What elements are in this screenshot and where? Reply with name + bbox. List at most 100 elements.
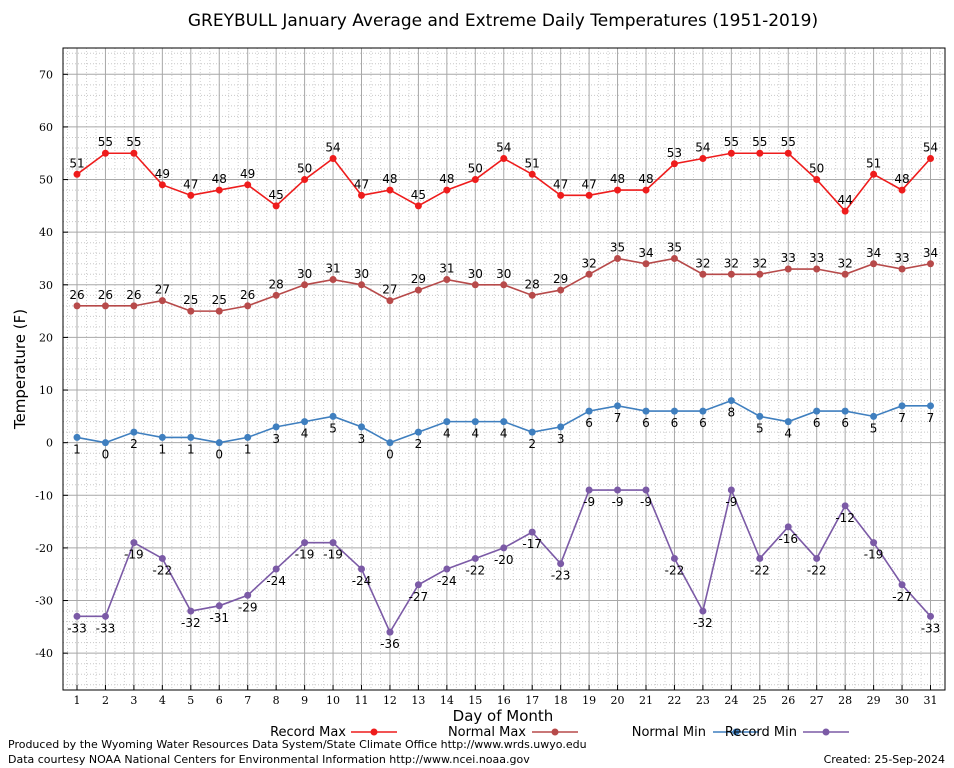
normal-min-point <box>244 433 252 441</box>
normal-min-point <box>813 407 821 415</box>
y-tick-label: 60 <box>39 121 53 134</box>
record-max-point <box>585 191 593 199</box>
record-max-data-label: 55 <box>781 135 796 149</box>
normal-min-data-label: 4 <box>784 427 792 441</box>
record-max-data-label: 55 <box>752 135 767 149</box>
record-max-point <box>443 186 451 194</box>
x-tick-label: 2 <box>102 694 109 707</box>
normal-max-point <box>898 265 906 273</box>
record-min-point <box>528 528 536 536</box>
normal-max-point <box>329 276 337 284</box>
normal-min-data-label: 1 <box>159 442 167 456</box>
record-min-point <box>642 486 650 494</box>
record-min-data-label: -33 <box>921 621 941 635</box>
normal-max-data-label: 26 <box>69 288 84 302</box>
normal-max-point <box>813 265 821 273</box>
normal-min-data-label: 3 <box>557 432 565 446</box>
record-max-data-label: 47 <box>354 177 369 191</box>
record-min-point <box>301 539 309 547</box>
normal-max-data-label: 28 <box>269 277 284 291</box>
record-max-point <box>670 160 678 168</box>
y-tick-label: 50 <box>39 174 53 187</box>
normal-max-data-label: 26 <box>126 288 141 302</box>
record-min-data-label: -23 <box>551 569 571 583</box>
record-max-data-label: 51 <box>525 156 540 170</box>
record-min-point <box>841 502 849 510</box>
record-max-point <box>158 181 166 189</box>
record-max-data-label: 47 <box>553 177 568 191</box>
x-tick-label: 16 <box>497 694 511 707</box>
legend-label-record-min: Record Min <box>725 725 797 740</box>
legend-marker-normal-max <box>551 728 559 736</box>
normal-max-point <box>699 270 707 278</box>
record-min-point <box>158 554 166 562</box>
record-min-point <box>614 486 622 494</box>
record-max-point <box>329 155 337 163</box>
normal-max-point <box>727 270 735 278</box>
x-tick-label: 7 <box>244 694 251 707</box>
record-max-point <box>130 149 138 157</box>
normal-min-point <box>614 402 622 410</box>
y-tick-label: 30 <box>39 279 53 292</box>
normal-min-data-label: 5 <box>329 421 337 435</box>
record-min-point <box>73 612 81 620</box>
record-min-data-label: -31 <box>209 611 229 625</box>
x-tick-label: 17 <box>525 694 539 707</box>
normal-min-data-label: 2 <box>130 437 138 451</box>
record-max-data-label: 48 <box>382 172 397 186</box>
normal-max-point <box>272 291 280 299</box>
x-tick-label: 3 <box>130 694 137 707</box>
record-min-data-label: -22 <box>153 563 173 577</box>
record-min-point <box>329 539 337 547</box>
record-max-data-label: 54 <box>695 141 710 155</box>
record-max-point <box>699 155 707 163</box>
normal-max-point <box>244 302 252 310</box>
record-min-point <box>927 612 934 620</box>
record-min-point <box>215 602 223 610</box>
normal-min-point <box>500 418 508 426</box>
record-min-point <box>386 628 394 636</box>
x-tick-label: 5 <box>187 694 194 707</box>
record-max-data-label: 48 <box>212 172 227 186</box>
x-tick-label: 6 <box>216 694 223 707</box>
normal-max-data-label: 31 <box>325 262 340 276</box>
normal-min-data-label: 3 <box>358 432 366 446</box>
record-max-data-label: 51 <box>69 156 84 170</box>
record-min-data-label: -20 <box>494 553 514 567</box>
normal-min-point <box>301 418 309 426</box>
record-min-data-label: -19 <box>323 548 343 562</box>
record-min-point <box>443 565 451 573</box>
normal-min-data-label: 4 <box>443 427 451 441</box>
x-tick-label: 18 <box>554 694 568 707</box>
normal-min-data-label: 3 <box>272 432 280 446</box>
record-max-data-label: 51 <box>866 156 881 170</box>
footer-credit-2: Data courtesy NOAA National Centers for … <box>8 753 530 766</box>
y-tick-label: -20 <box>35 542 53 555</box>
record-max-point <box>500 155 508 163</box>
x-tick-label: 4 <box>159 694 166 707</box>
record-max-data-label: 45 <box>411 188 426 202</box>
normal-max-point <box>158 297 166 305</box>
legend-label-normal-min: Normal Min <box>632 725 706 740</box>
normal-max-point <box>130 302 138 310</box>
x-tick-label: 21 <box>639 694 653 707</box>
normal-min-point <box>215 439 223 447</box>
normal-min-data-label: 7 <box>614 411 622 425</box>
normal-min-point <box>756 412 764 420</box>
normal-min-data-label: 6 <box>585 416 593 430</box>
normal-max-point <box>215 307 223 315</box>
record-max-data-label: 54 <box>923 141 938 155</box>
record-max-point <box>528 170 536 178</box>
record-min-point <box>414 581 422 589</box>
normal-min-data-label: 2 <box>415 437 423 451</box>
x-tick-label: 23 <box>696 694 710 707</box>
created-date: Created: 25-Sep-2024 <box>824 753 945 766</box>
normal-min-data-label: 5 <box>870 421 878 435</box>
record-min-point <box>187 607 195 615</box>
record-max-point <box>414 202 422 210</box>
record-min-point <box>101 612 109 620</box>
legend: Record Max Normal Max Normal Min Record Min <box>270 725 849 740</box>
record-max-data-label: 55 <box>126 135 141 149</box>
normal-min-point <box>927 402 934 410</box>
